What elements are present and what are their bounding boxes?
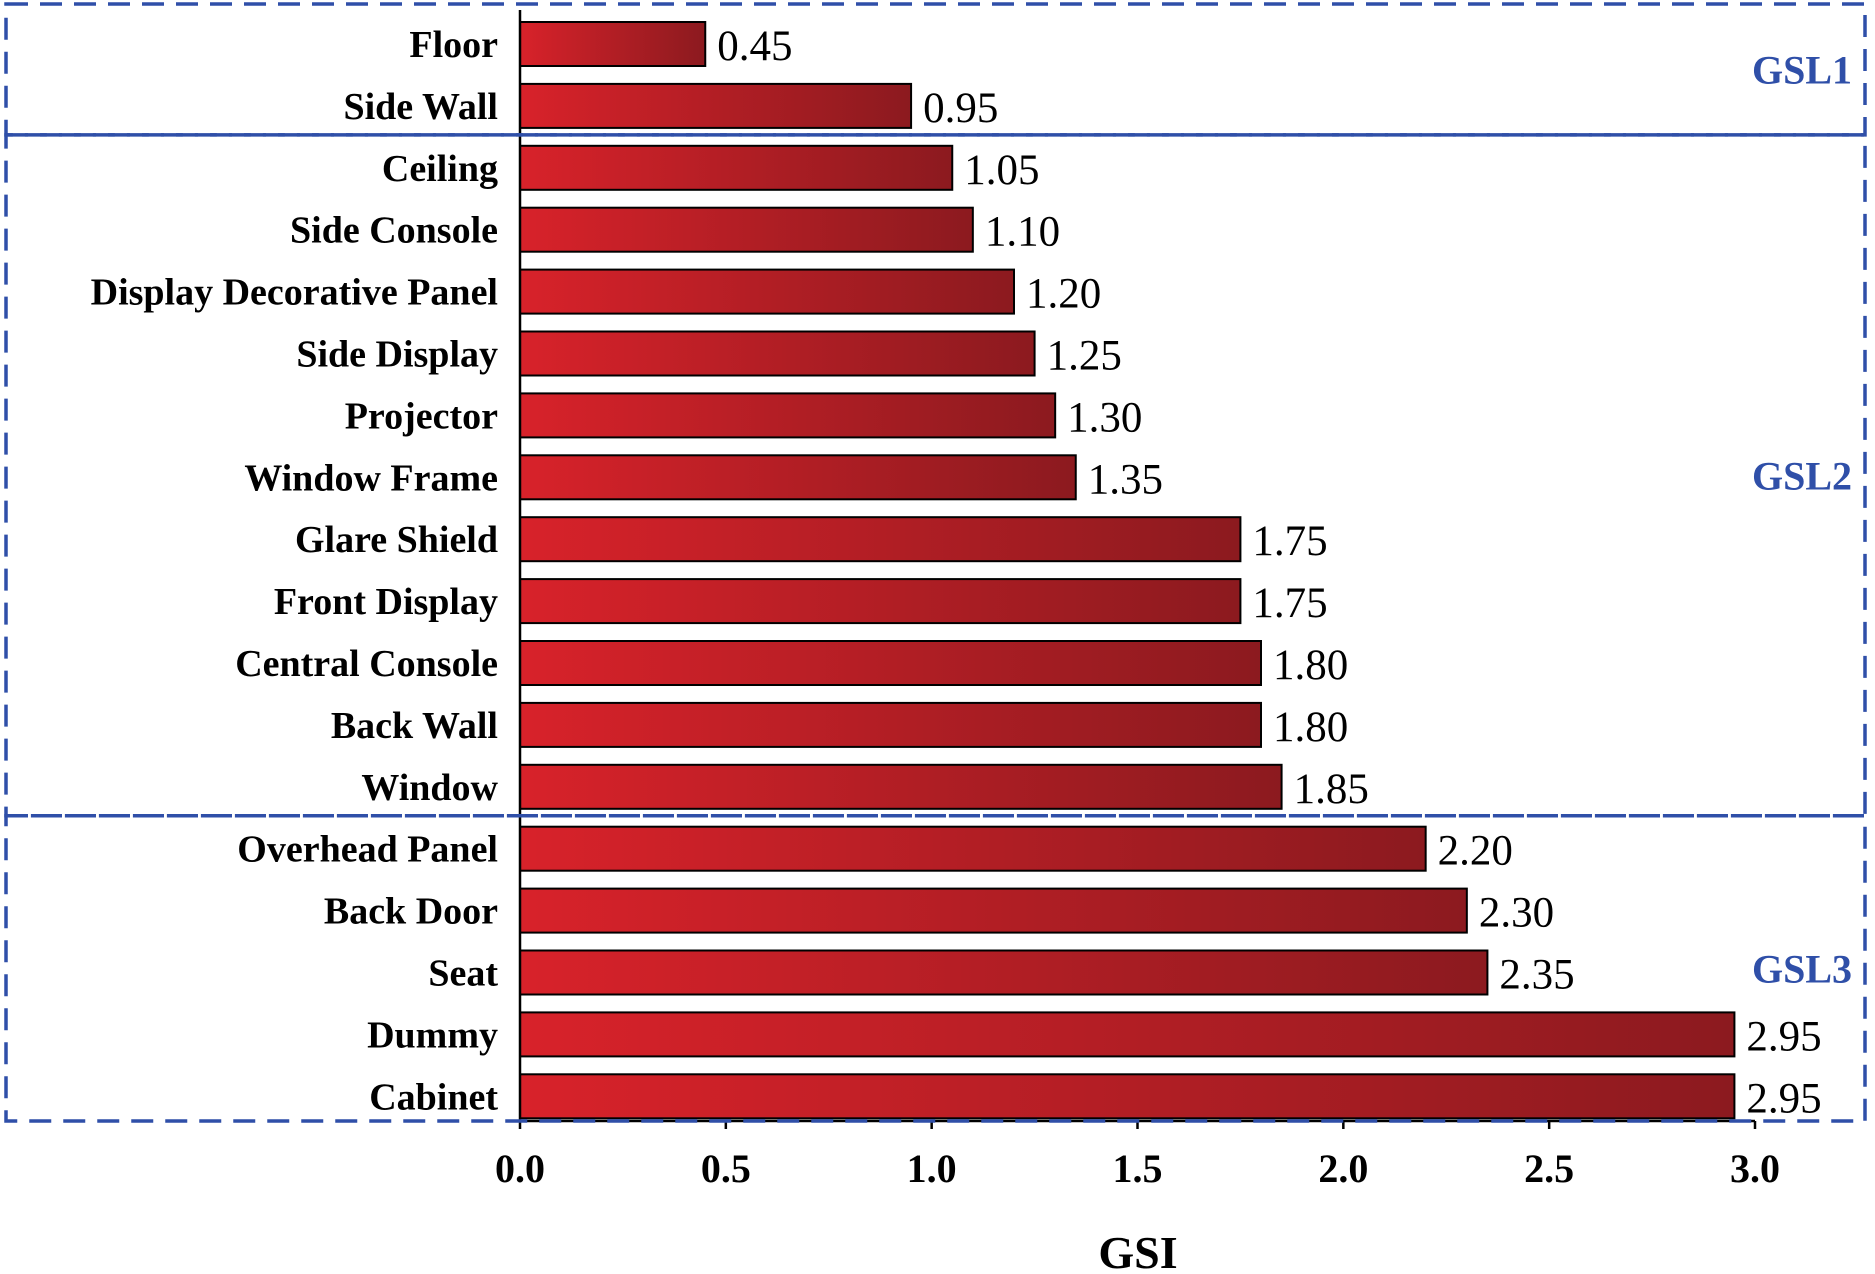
bar-16 [519,1011,1736,1058]
category-label: Dummy [367,1014,498,1056]
value-label: 1.35 [1088,456,1163,503]
value-label: 2.35 [1499,952,1574,999]
value-label: 1.75 [1252,580,1327,627]
category-label: Central Console [235,643,498,685]
bar-13 [519,825,1427,872]
bar-3 [519,206,974,253]
value-label: 1.80 [1273,704,1348,751]
bar-1 [519,82,913,129]
category-label: Cabinet [369,1076,498,1118]
bar-9 [519,578,1242,625]
category-label: Side Display [296,334,498,376]
category-label: Floor [409,24,498,66]
bar-11 [519,701,1262,748]
x-tick-label: 2.0 [1318,1146,1368,1191]
value-label: 2.95 [1746,1075,1821,1122]
value-label: 1.10 [985,209,1060,256]
value-label: 1.85 [1294,766,1369,813]
value-label: 0.95 [923,85,998,132]
x-tick-label: 1.5 [1113,1146,1163,1191]
category-label: Window [361,767,498,809]
group-box-gsl1 [4,2,1867,137]
value-labels: 0.45 0.95 1.05 1.10 1.20 1.25 1.30 1.35 1.75 1.75… [717,23,1821,1122]
value-label: 2.95 [1746,1013,1821,1060]
bar-5 [519,330,1036,377]
category-label: Side Wall [343,86,498,128]
bar-2 [519,144,954,191]
category-label: Ceiling [382,148,498,190]
category-label: Back Door [324,891,498,933]
bar-7 [519,454,1077,501]
group-label-gsl2: GSL2 [1752,453,1852,498]
category-label: Glare Shield [295,519,498,561]
value-label: 2.20 [1438,828,1513,875]
category-labels: Floor Side Wall Ceiling Side Console Display… [91,24,499,1118]
category-label: Display Decorative Panel [91,272,498,314]
x-axis-title: GSI [1098,1227,1177,1274]
group-box-gsl3 [4,814,1867,1123]
bar-10 [519,640,1262,686]
bar-0 [519,21,707,67]
bar-12 [519,763,1283,810]
category-label: Seat [428,953,498,995]
category-label: Overhead Panel [237,829,498,871]
category-label: Side Console [290,210,498,252]
x-tick-label: 3.0 [1730,1146,1780,1191]
value-label: 1.20 [1026,271,1101,318]
value-label: 1.05 [964,147,1039,194]
value-label: 0.45 [717,23,792,70]
group-label-gsl1: GSL1 [1752,47,1852,92]
bar-4 [519,268,1015,315]
category-label: Projector [345,395,498,437]
bars [519,21,1736,1120]
x-tick-label: 2.5 [1524,1146,1574,1191]
value-label: 1.75 [1252,518,1327,565]
group-label-gsl3: GSL3 [1752,946,1852,991]
value-label: 1.80 [1273,642,1348,689]
category-label: Front Display [274,581,498,623]
x-tick-label: 1.0 [907,1146,957,1191]
x-tick-label: 0.5 [701,1146,751,1191]
x-tick-label: 0.0 [495,1146,545,1191]
bar-14 [519,887,1468,934]
x-axis: 0.0 0.5 1.0 1.5 2.0 2.5 3.0 [495,10,1780,1191]
value-label: 1.30 [1067,394,1142,441]
gsl-groups: GSL1 GSL2 GSL3 [4,2,1867,1123]
bar-17 [519,1073,1736,1120]
category-label: Back Wall [331,705,498,747]
value-label: 2.30 [1479,890,1554,937]
bar-8 [519,516,1242,563]
category-label: Window Frame [244,457,498,499]
bar-15 [519,949,1489,996]
bar-6 [519,392,1057,439]
value-label: 1.25 [1047,333,1122,380]
